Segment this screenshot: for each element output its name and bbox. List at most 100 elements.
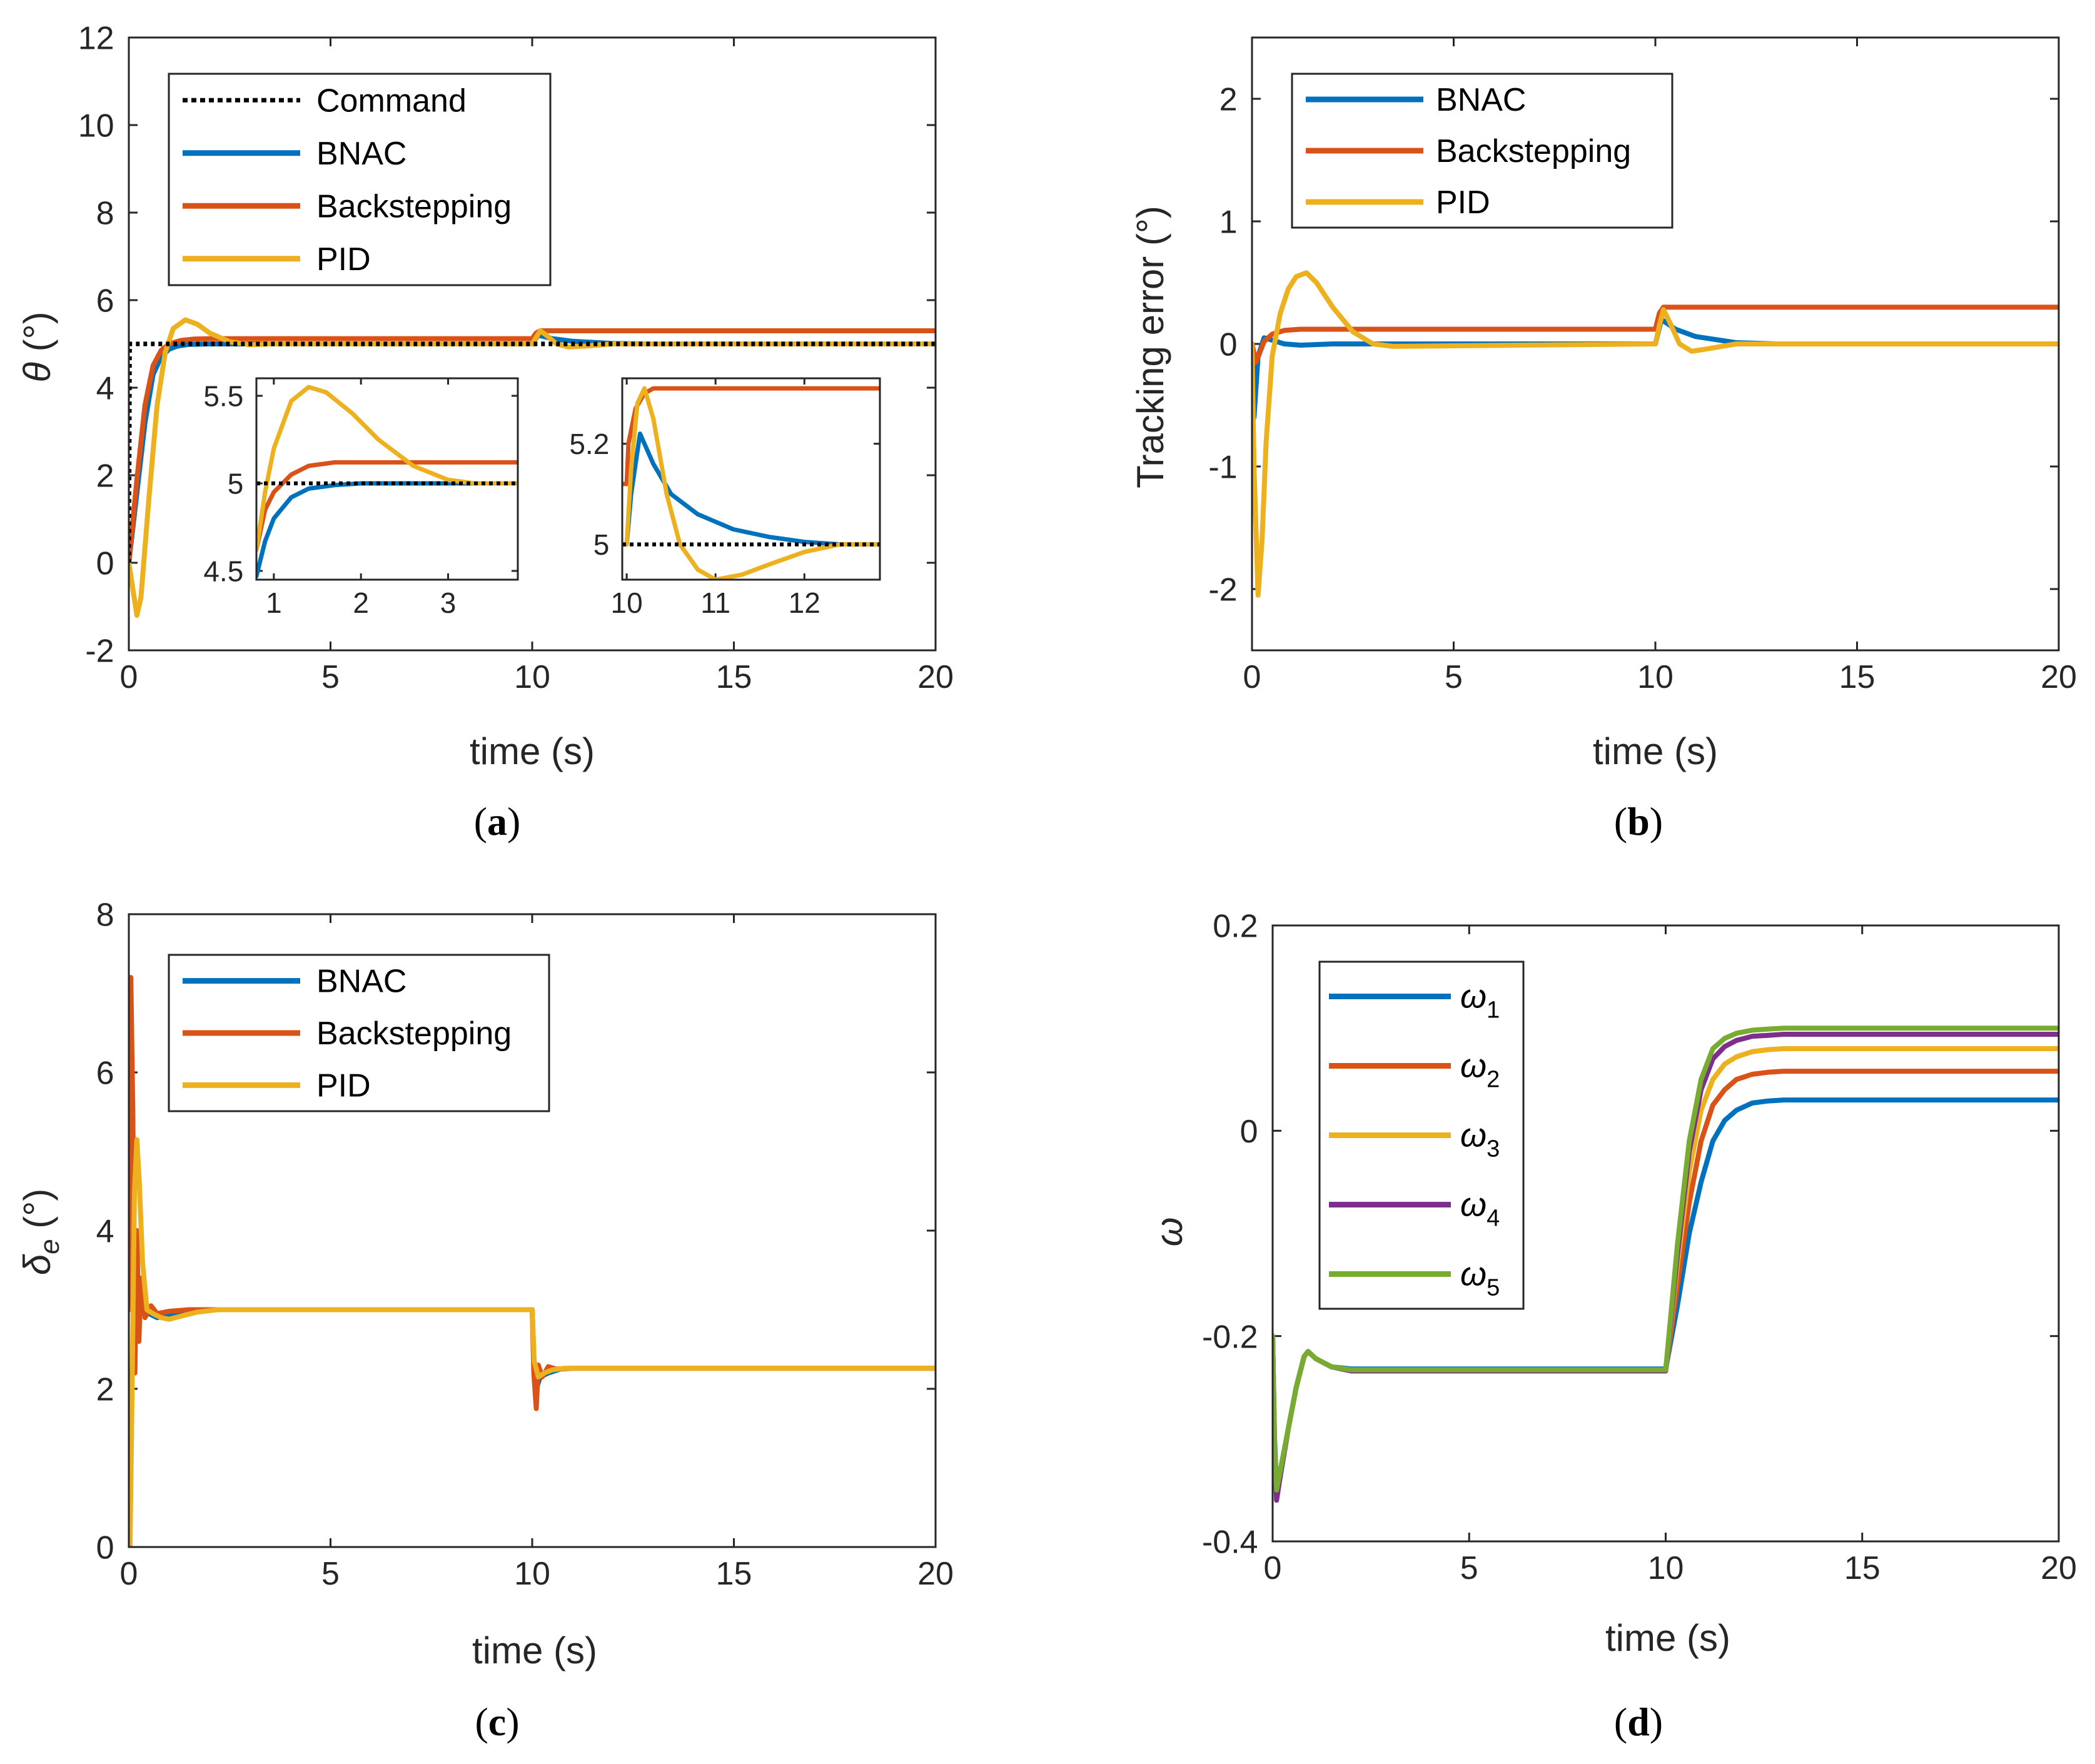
panel-c-ytick-label: 2 [96,1372,114,1408]
caption-paren-open: ( [475,1700,488,1744]
caption-paren-close: ) [1650,1700,1663,1744]
panel-d-xtick-label: 15 [1844,1550,1880,1586]
legend-label-subscript: 3 [1487,1136,1500,1162]
panel-a-xtick-label: 5 [321,659,340,695]
ylabel-symbol: δ [16,1254,58,1275]
panel-a-inset-1-ytick-label: 5.2 [569,428,609,460]
panel-a-ytick-label: 12 [78,21,114,57]
panel-d-frame [1271,924,2060,1543]
panel-b-ytick-label: -2 [1208,572,1237,608]
panel-c-ytick-label: 0 [96,1530,114,1566]
panel-a-xlabel: time (s) [470,730,595,772]
legend-c: BNAC Backstepping PID [168,954,550,1112]
legend-box [168,73,552,286]
panel-a-ytick-label: 10 [78,108,114,144]
caption-letter: c [488,1700,506,1744]
panel-a-inset-0-series-group [256,385,518,578]
panel-c-xtick-label: 5 [321,1556,340,1592]
legend-label-subscript: 4 [1487,1206,1500,1232]
caption-paren-close: ) [506,1700,519,1744]
panel-b-frame [1251,36,2060,652]
legend-label-symbol: ω [1460,1186,1487,1224]
panel-a-inset-0-xtick-label: 3 [440,587,457,619]
legend-label: Command [316,83,467,119]
panel-a-ytick-label: 6 [96,283,114,320]
panel-d-xlabel: time (s) [1605,1617,1730,1659]
panel-c-xtick-label: 20 [917,1556,954,1592]
panel-d-ytick-label: -0.4 [1202,1525,1258,1561]
ylabel-symbol: θ [16,362,58,383]
ylabel-unit: (°) [16,311,58,362]
caption-letter: b [1627,799,1650,844]
panel-a-inset-1-series-pid [622,386,880,580]
panel-d-xtick-label: 5 [1460,1550,1478,1586]
panel-a-inset-0-ytick-label: 4.5 [203,555,243,588]
panel-d-xtick-label: 10 [1648,1550,1684,1586]
panel-a-ytick-label: 0 [96,546,114,582]
panel-d-series-group [1273,1026,2059,1503]
legend-label: BNAC [1436,82,1526,118]
legend-b: BNAC Backstepping PID [1291,73,1673,229]
panel-b-series-group [1252,270,2059,598]
panel-c-xtick-label: 10 [514,1556,550,1592]
legend-label: PID [1436,184,1490,221]
legend-label: Backstepping [316,188,512,224]
panel-b-xlabel: time (s) [1593,730,1718,772]
panel-a-xtick-label: 10 [514,659,550,695]
panel-d-ytick-label: -0.2 [1202,1319,1258,1355]
legend-label: Backstepping [316,1016,512,1052]
panel-a-ylabel: θ (°) [16,311,58,382]
panel-a-inset-0-xtick-label: 1 [266,587,282,619]
panel-a-caption: (a) [474,799,521,844]
panel-c-series-group [129,975,936,1547]
panel-d-series--5 [1273,1026,2059,1493]
panel-b-ytick-label: -1 [1208,450,1237,486]
caption-paren-close: ) [507,799,520,844]
legend-label: PID [316,1067,371,1104]
legend-label: PID [316,241,371,278]
panel-a-inset-1-ytick-label: 5 [593,528,610,561]
legend-label: ω5 [1460,1256,1500,1301]
panel-c-ylabel: δe (°) [16,1189,65,1275]
panel-b-series-pid [1252,270,2059,598]
panel-c-ytick-label: 4 [96,1214,114,1250]
caption-paren-open: ( [1614,799,1627,844]
panel-c-xtick-label: 0 [120,1556,138,1592]
panel-a-xtick-label: 15 [716,659,752,695]
legend-label: ω3 [1460,1117,1500,1162]
panel-a-inset-0-ytick-label: 5 [228,468,244,500]
panel-a-xtick-label: 0 [120,659,138,695]
panel-a-inset-1-xtick-label: 11 [700,587,730,619]
panel-c-xtick-label: 15 [716,1556,752,1592]
panel-a-xtick-label: 20 [917,659,954,695]
panel-d-caption: (d) [1614,1700,1663,1744]
caption-letter: d [1627,1700,1650,1744]
panel-a-inset-0-xtick-label: 2 [353,587,369,619]
legend-label-subscript: 2 [1487,1067,1500,1093]
panel-b-ytick-label: 0 [1219,327,1238,363]
legend-label: ω1 [1460,978,1500,1024]
caption-paren-open: ( [1614,1700,1627,1744]
panel-b-xtick-label: 0 [1243,659,1261,695]
panel-a-inset-1-series-group [622,386,880,580]
panel-a-inset-0-axes: 1 2 3 4.5 5 5.5 [203,377,519,619]
panel-b-caption: (b) [1614,799,1663,844]
legend-a: Command BNAC Backstepping PID [168,73,552,286]
panel-b-ylabel: Tracking error (°) [1129,206,1171,488]
panel-a-ytick-label: -2 [85,633,114,670]
panel-a-series-pid [129,317,936,618]
panel-c-ytick-label: 8 [96,897,114,934]
legend-label-subscript: 5 [1487,1275,1500,1301]
panel-b-xtick-label: 10 [1637,659,1673,695]
panel-a-ytick-label: 4 [96,371,114,407]
legend-label-symbol: ω [1460,1256,1487,1293]
panel-a-inset-1-axes: 10 11 12 5 5.2 [569,377,881,619]
panel-b-xtick-label: 15 [1839,659,1875,695]
panel-b-ytick-label: 2 [1219,82,1238,118]
caption-paren-open: ( [474,799,487,844]
panel-d-xtick-label: 0 [1264,1550,1282,1586]
panel-a-inset-0-series-backstepping [256,460,518,552]
legend-label: ω2 [1460,1047,1500,1093]
